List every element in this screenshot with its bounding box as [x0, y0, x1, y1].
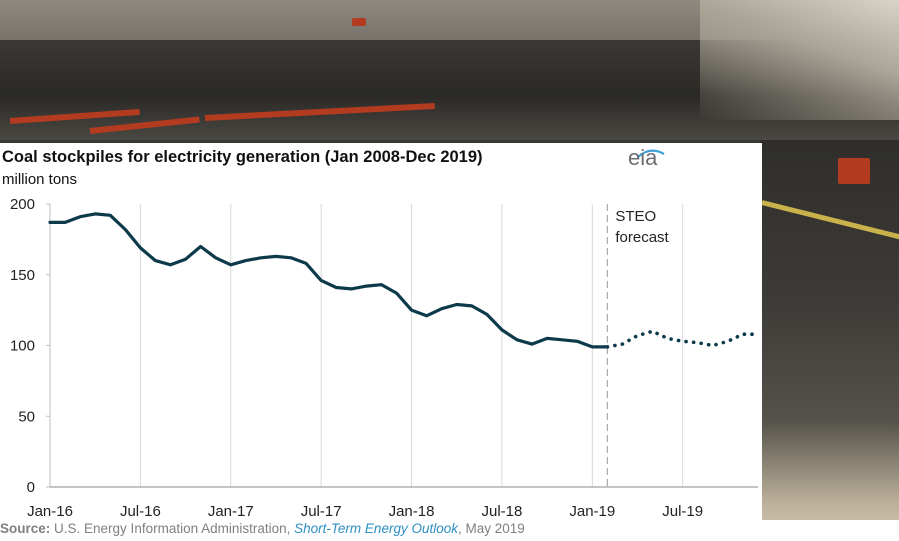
photo-highlight: [700, 0, 899, 120]
y-tick-label: 50: [18, 408, 35, 425]
forecast-annotation-line-2: forecast: [615, 229, 669, 246]
source-agency: U.S. Energy Information Administration,: [54, 521, 291, 536]
source-note: Source: U.S. Energy Information Administ…: [0, 520, 899, 541]
forecast-annotation-line-1: STEO: [615, 208, 656, 225]
x-tick-label: Jul-16: [120, 503, 161, 520]
photo-mine-wall: [760, 140, 899, 541]
y-axis-ticks: 0 50 100 150 200: [10, 196, 50, 496]
y-axis-units: million tons: [2, 171, 78, 188]
photo-haul-truck: [838, 158, 870, 184]
y-tick-label: 0: [27, 479, 35, 496]
chart-title: Coal stockpiles for electricity generati…: [2, 148, 483, 166]
source-publication: Short-Term Energy Outlook: [294, 521, 458, 536]
x-axis-ticks: Jan-16 Jul-16 Jan-17 Jul-17 Jan-18 Jul-18 Jan-…: [27, 503, 703, 520]
chart-grid: [49, 204, 758, 488]
x-tick-label: Jan-17: [208, 503, 254, 520]
eia-logo-arc-icon: [637, 149, 665, 158]
x-tick-label: Jul-18: [481, 503, 522, 520]
x-tick-label: Jan-18: [389, 503, 435, 520]
x-tick-label: Jul-17: [301, 503, 342, 520]
chart-series: [48, 212, 760, 349]
x-tick-label: Jan-19: [569, 503, 615, 520]
x-tick-label: Jan-16: [27, 503, 73, 520]
eia-logo-text: eia: [628, 145, 658, 170]
photo-haul-truck: [352, 18, 366, 26]
history-series-line: [48, 212, 610, 349]
y-tick-label: 150: [10, 267, 35, 284]
source-date: , May 2019: [457, 521, 525, 536]
source-label: Source:: [0, 521, 51, 536]
y-tick-label: 200: [10, 196, 35, 213]
x-tick-label: Jul-19: [662, 503, 703, 520]
y-tick-label: 100: [10, 338, 35, 355]
